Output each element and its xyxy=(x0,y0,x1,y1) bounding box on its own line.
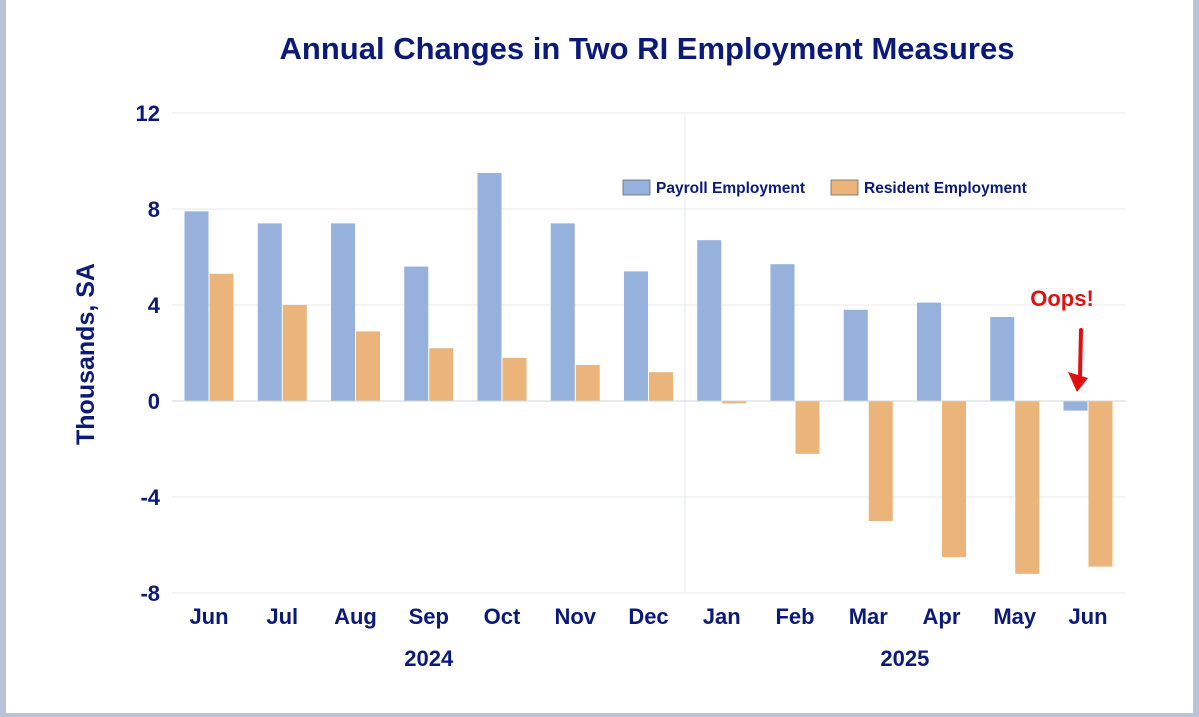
x-tick-label: Dec xyxy=(628,604,668,629)
resident-bar xyxy=(942,401,966,557)
resident-bar xyxy=(209,273,234,401)
x-tick-label: Sep xyxy=(409,604,449,629)
x-tick-label: Jul xyxy=(266,604,298,629)
year-labels: 2024 2025 xyxy=(404,646,929,671)
x-tick-label: Apr xyxy=(923,604,961,629)
annotation: Oops! xyxy=(1030,286,1094,392)
payroll-bar xyxy=(624,271,648,401)
x-tick-label: Mar xyxy=(849,604,889,629)
legend-label-payroll: Payroll Employment xyxy=(656,180,805,197)
resident-bar xyxy=(282,305,307,401)
annotation-arrow-head xyxy=(1068,372,1088,392)
payroll-bar xyxy=(404,266,429,401)
payroll-bar xyxy=(1063,401,1088,411)
payroll-bar xyxy=(477,173,502,401)
resident-bar xyxy=(1088,401,1113,567)
payroll-bar xyxy=(917,302,941,401)
payroll-bar xyxy=(331,223,355,401)
payroll-bar xyxy=(184,211,209,401)
legend-label-resident: Resident Employment xyxy=(864,180,1027,197)
resident-bar xyxy=(575,365,600,401)
y-tick-label: 12 xyxy=(136,101,160,126)
legend: Payroll Employment Resident Employment xyxy=(622,179,1027,197)
y-tick-label: -8 xyxy=(140,581,160,606)
year-label: 2024 xyxy=(404,646,454,671)
y-tick-label: 0 xyxy=(148,389,160,414)
x-tick-label: Oct xyxy=(484,604,521,629)
y-tick-label: 4 xyxy=(148,293,161,318)
x-tick-label: Jun xyxy=(189,604,228,629)
year-label: 2025 xyxy=(880,646,929,671)
payroll-bar xyxy=(770,264,795,401)
resident-bar xyxy=(722,401,747,404)
resident-bar xyxy=(795,401,820,454)
legend-swatch-payroll xyxy=(622,179,651,196)
payroll-bar xyxy=(257,223,282,401)
resident-bar xyxy=(868,401,893,521)
annotation-text: Oops! xyxy=(1030,286,1094,311)
payroll-bar xyxy=(550,223,575,401)
resident-bar xyxy=(429,348,454,401)
resident-bar xyxy=(356,331,380,401)
x-tick-label: May xyxy=(993,604,1037,629)
x-tick-label: Feb xyxy=(775,604,814,629)
chart-title: Annual Changes in Two RI Employment Meas… xyxy=(280,31,1015,66)
x-tick-label: Jun xyxy=(1068,604,1107,629)
y-axis-label: Thousands, SA xyxy=(72,263,100,445)
resident-bar xyxy=(1015,401,1040,574)
payroll-bar xyxy=(697,240,722,401)
y-tick-label: 8 xyxy=(148,197,160,222)
bars xyxy=(184,173,1113,574)
x-tick-label: Nov xyxy=(554,604,596,629)
x-tick-label: Jan xyxy=(703,604,741,629)
y-tick-label: -4 xyxy=(140,485,160,510)
y-axis-ticks: 12 8 4 0 -4 -8 xyxy=(136,101,161,606)
resident-bar xyxy=(649,372,673,401)
payroll-bar xyxy=(843,309,868,401)
x-tick-label: Aug xyxy=(334,604,377,629)
resident-bar xyxy=(502,357,527,401)
payroll-bar xyxy=(990,317,1015,401)
legend-swatch-resident xyxy=(830,179,859,196)
x-axis-ticks: Jun Jul Aug Sep Oct Nov Dec Jan Feb Mar Apr May Jun xyxy=(189,604,1107,629)
annotation-arrow-shaft xyxy=(1078,328,1083,378)
